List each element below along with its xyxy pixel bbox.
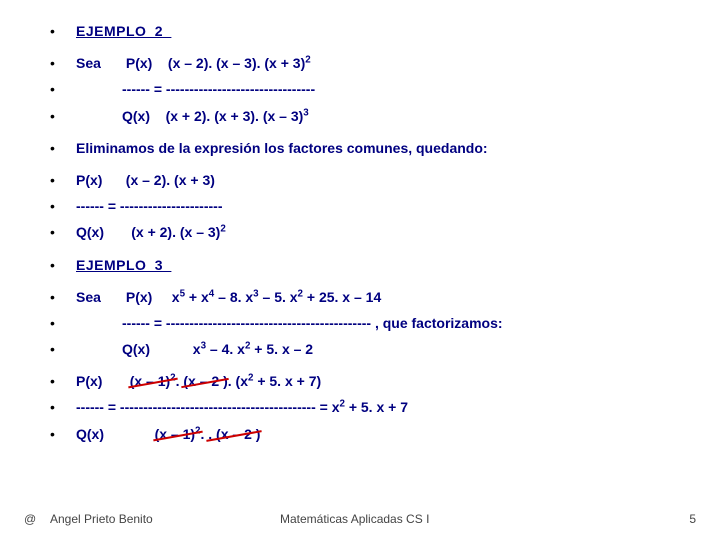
rhs-bot: (x + 2). (x – 3) (131, 224, 220, 240)
divider: ------ = -------------------------------… (122, 81, 315, 97)
rhs-top: (x – 2). (x – 3). (x + 3) (168, 55, 305, 71)
at-icon: @ (24, 512, 50, 526)
bullet: • (50, 314, 58, 332)
bullet: • (50, 288, 58, 306)
bullet: • (50, 425, 58, 443)
bullet: • (50, 139, 58, 157)
bullet: • (50, 22, 58, 40)
struck-factor: (x – 1)2 (130, 372, 176, 390)
struck-factor: . (x – 2 ) (208, 425, 260, 443)
author-name: Angel Prieto Benito (50, 512, 280, 526)
sup: 2 (305, 55, 310, 66)
sup: 2 (220, 224, 225, 235)
bullet: • (50, 54, 58, 72)
sup: 3 (303, 107, 308, 118)
qx-label: Q(x) (76, 224, 104, 240)
course-name: Matemáticas Aplicadas CS I (280, 512, 689, 526)
slide-footer: @ Angel Prieto Benito Matemáticas Aplica… (24, 512, 696, 526)
qx-label: Q(x) (122, 341, 150, 357)
bullet: • (50, 223, 58, 241)
bullet: • (50, 256, 58, 274)
example-2-title: EJEMPLO_2 (76, 23, 171, 39)
bullet: • (50, 340, 58, 358)
bullet: • (50, 107, 58, 125)
bullet: • (50, 372, 58, 390)
divider-eq: ------ = -------------------------------… (76, 399, 408, 415)
poly: x5 + x4 – 8. x3 – 5. x2 + 25. x – 14 (172, 289, 381, 305)
bullet: • (50, 197, 58, 215)
divider: ------ = ---------------------- (76, 197, 690, 215)
qx-label: Q(x) (76, 426, 104, 442)
px-label: P(x) (76, 172, 102, 188)
bullet: • (50, 398, 58, 416)
px-label: P(x) (126, 55, 152, 71)
qx-label: Q(x) (122, 108, 150, 124)
sea-label: Sea (76, 54, 122, 72)
example-3-title: EJEMPLO_3 (76, 257, 171, 273)
page-number: 5 (689, 512, 696, 526)
struck-factor: (x – 1)2 (155, 425, 201, 443)
px-label: P(x) (76, 373, 102, 389)
factor: . (x – 2 ). (x2 + 5. x + 7) (176, 373, 322, 389)
rhs-bot: (x + 2). (x + 3). (x – 3) (166, 108, 304, 124)
rhs-top: (x – 2). (x + 3) (126, 172, 215, 188)
eliminate-text: Eliminamos de la expresión los factores … (76, 139, 690, 157)
px-label: P(x) (126, 289, 152, 305)
divider: ------ = -------------------------------… (122, 315, 503, 331)
bullet: • (50, 80, 58, 98)
poly: x3 – 4. x2 + 5. x – 2 (193, 341, 313, 357)
bullet: • (50, 171, 58, 189)
sea-label: Sea (76, 288, 122, 306)
